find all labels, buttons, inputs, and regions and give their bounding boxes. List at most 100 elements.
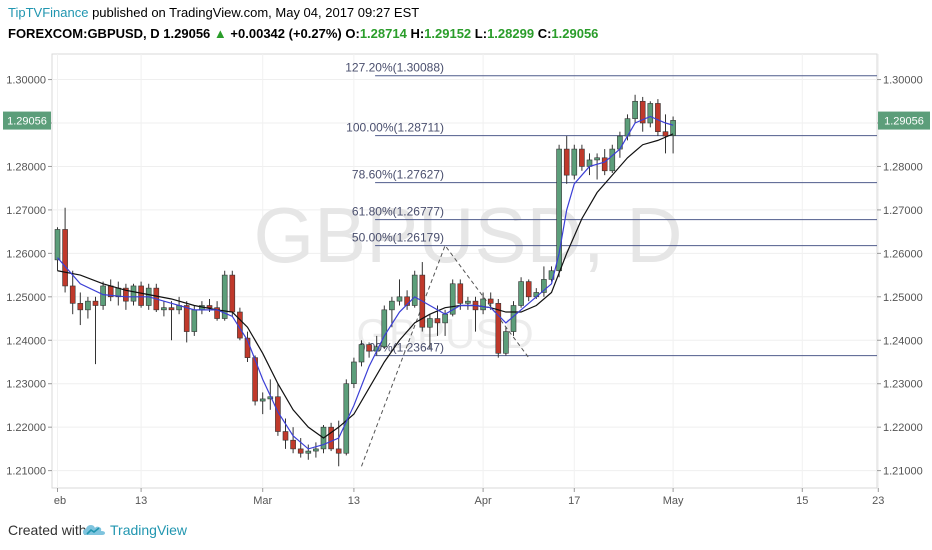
candle-body <box>290 439 296 450</box>
candle-body <box>465 300 471 304</box>
candle-body <box>366 344 372 352</box>
footer: Created with TradingView <box>0 512 932 550</box>
candle-body <box>313 448 319 452</box>
fib-level-label: 78.60%(1.27627) <box>352 168 444 182</box>
candle-body <box>670 120 676 136</box>
plot-frame <box>51 53 878 489</box>
published-text: published on TradingView.com, May 04, 20… <box>92 5 420 20</box>
last-price: 1.29056 <box>163 26 211 41</box>
publisher-link[interactable]: TipTVFinance <box>8 5 89 20</box>
candle-body <box>229 274 236 313</box>
candle-body <box>191 309 198 332</box>
x-tick-label: Apr <box>475 495 492 507</box>
candle-body <box>206 305 213 308</box>
fibonacci-levels[interactable]: 127.20%(1.30088) 100.00%(1.28711) 78.60%(1… <box>345 61 877 467</box>
fib-level-label: 100.00%(1.28711) <box>346 121 444 135</box>
slow-moving-average <box>57 133 674 439</box>
candle-body <box>62 229 68 287</box>
last-price-label-right: 1.29056 <box>884 116 924 128</box>
x-tick-label: 17 <box>568 495 580 507</box>
candle-body <box>411 274 418 306</box>
candle-body <box>214 307 220 319</box>
axes: 1.21000 1.21000 1.22000 1.22000 1.23000 1.230… <box>3 75 930 507</box>
candle-body <box>495 303 502 354</box>
moving-averages <box>57 115 674 450</box>
candle-body <box>449 283 456 315</box>
candle-body <box>282 431 289 441</box>
y-tick-label-right: 1.23000 <box>883 379 923 391</box>
candle-body <box>161 307 167 311</box>
y-tick-label-right: 1.26000 <box>883 248 923 260</box>
price-change: +0.00342 (+0.27%) <box>230 26 342 41</box>
candle-body <box>563 148 570 176</box>
candle-body <box>77 303 84 311</box>
watermark-main: GBPUSD, D <box>253 191 682 279</box>
candle-body <box>487 298 494 304</box>
candle-body <box>351 361 357 385</box>
candle-body <box>381 309 388 348</box>
y-tick-label-left: 1.28000 <box>6 161 46 173</box>
high-value: 1.29152 <box>424 26 472 41</box>
candle-body <box>92 300 99 306</box>
x-tick-label: 15 <box>796 495 808 507</box>
ohlc-line: FOREXCOM:GBPUSD, D 1.29056 ▲ +0.00342 (+… <box>8 26 598 41</box>
candle-body <box>556 148 562 272</box>
candle-body <box>480 298 486 311</box>
candle-body <box>69 285 76 304</box>
y-tick-label-left: 1.27000 <box>6 205 46 217</box>
candle-body <box>639 100 646 124</box>
y-tick-label-right: 1.28000 <box>883 161 923 173</box>
candle-body <box>85 300 91 311</box>
y-tick-label-right: 1.25000 <box>883 292 923 304</box>
y-tick-label-right: 1.24000 <box>883 335 923 347</box>
y-tick-label-left: 1.30000 <box>6 75 46 87</box>
close-value: 1.29056 <box>551 26 599 41</box>
up-arrow-icon: ▲ <box>213 26 227 41</box>
candle-body <box>100 285 106 306</box>
last-price-tag-right <box>878 111 930 130</box>
candle-body <box>123 287 129 302</box>
tradingview-cloud-icon[interactable] <box>82 521 106 539</box>
open-label: O: <box>345 26 360 41</box>
fib-level-label: 127.20%(1.30088) <box>345 61 444 75</box>
candle-body <box>389 300 395 311</box>
y-tick-label-right: 1.22000 <box>883 422 923 434</box>
candle-body <box>297 448 304 454</box>
candle-body <box>541 279 547 293</box>
candle-body <box>632 100 638 119</box>
publish-line: TipTVFinance published on TradingView.co… <box>8 5 419 20</box>
chart-header: TipTVFinance published on TradingView.co… <box>0 0 932 52</box>
candle-body <box>54 229 61 261</box>
candle-body <box>305 450 312 454</box>
candle-body <box>396 296 403 302</box>
price-chart[interactable]: GBPUSD, D GBPUSD 127.20%(1.30088) 100.00%… <box>0 0 932 512</box>
candle-body <box>358 344 365 363</box>
candle-body <box>609 148 616 172</box>
close-label: C: <box>537 26 552 41</box>
y-tick-label-left: 1.24000 <box>6 335 46 347</box>
symbol-label: FOREXCOM:GBPUSD, D <box>8 26 160 41</box>
candle-body <box>571 148 578 176</box>
candle-body <box>594 157 600 161</box>
last-price-tag-left <box>3 111 51 130</box>
last-price-label-left: 1.29056 <box>7 116 47 128</box>
candle-body <box>427 318 433 328</box>
high-label: H: <box>410 26 425 41</box>
candle-body <box>457 283 464 304</box>
y-tick-label-right: 1.30000 <box>883 75 923 87</box>
x-tick-label: May <box>663 495 684 507</box>
candle-body <box>579 148 585 167</box>
x-tick-label: Mar <box>253 495 272 507</box>
candle-body <box>183 305 190 332</box>
candle-body <box>168 307 175 311</box>
candle-body <box>518 281 524 306</box>
candle-body <box>601 157 608 172</box>
x-tick-label: 13 <box>135 495 147 507</box>
candle-body <box>138 285 144 306</box>
candle-body <box>130 285 137 302</box>
candle-body <box>442 313 448 324</box>
tradingview-brand[interactable]: TradingView <box>110 522 188 538</box>
x-tick-label: eb <box>54 495 66 507</box>
candle-body <box>259 398 266 402</box>
low-label: L: <box>474 26 488 41</box>
